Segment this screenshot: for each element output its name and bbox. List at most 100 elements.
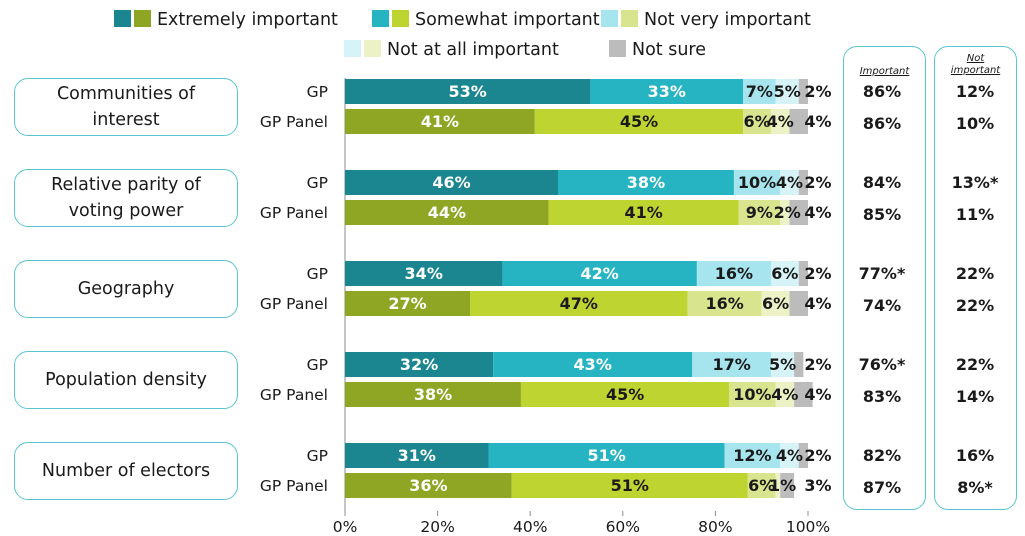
data-label: 2% bbox=[804, 355, 831, 374]
data-label: 4% bbox=[771, 385, 798, 404]
data-label: 6% bbox=[771, 264, 798, 283]
bar-segment bbox=[590, 79, 744, 104]
data-label: 16% bbox=[706, 294, 744, 313]
data-label: 41% bbox=[421, 112, 459, 131]
not-important-value: 12% bbox=[956, 82, 994, 101]
category-label: Number of electors bbox=[41, 461, 211, 481]
data-label: 53% bbox=[449, 82, 487, 101]
bar-segment bbox=[775, 79, 799, 104]
important-value: 86% bbox=[863, 114, 901, 133]
data-label: 36% bbox=[409, 476, 447, 495]
bar-segment bbox=[775, 382, 795, 407]
data-label: 41% bbox=[624, 203, 662, 222]
data-label: 7% bbox=[746, 82, 773, 101]
legend-swatch bbox=[621, 10, 638, 27]
data-label: 2% bbox=[804, 173, 831, 192]
data-label: 46% bbox=[432, 173, 470, 192]
data-label: 33% bbox=[648, 82, 686, 101]
bar-segment bbox=[789, 109, 808, 134]
bar-segment bbox=[775, 473, 781, 498]
bar-segment bbox=[761, 291, 790, 316]
bar-segment bbox=[345, 79, 591, 104]
bar-segment bbox=[548, 200, 739, 225]
data-label: 10% bbox=[733, 385, 771, 404]
bar-segment bbox=[770, 109, 790, 134]
bar-segment bbox=[345, 170, 558, 195]
bar-segment bbox=[511, 473, 748, 498]
data-label: 4% bbox=[804, 385, 831, 404]
legend-swatch bbox=[372, 10, 389, 27]
bar-segment bbox=[345, 200, 549, 225]
not-important-value: 16% bbox=[956, 446, 994, 465]
data-label: 12% bbox=[733, 446, 771, 465]
legend-item: Extremely important bbox=[114, 10, 338, 30]
bar-segment bbox=[345, 261, 503, 286]
legend-swatch bbox=[609, 40, 626, 57]
row-label: GP Panel bbox=[260, 386, 328, 404]
data-label: 3% bbox=[804, 476, 831, 495]
data-label: 43% bbox=[574, 355, 612, 374]
data-label: 34% bbox=[405, 264, 443, 283]
bar-segment bbox=[488, 443, 725, 468]
bar-segment bbox=[798, 79, 808, 104]
bar-segment bbox=[470, 291, 688, 316]
bar-segment bbox=[345, 443, 489, 468]
not-important-value: 10% bbox=[956, 114, 994, 133]
not-important-value: 11% bbox=[956, 205, 994, 224]
data-label: 2% bbox=[804, 446, 831, 465]
data-label: 32% bbox=[400, 355, 438, 374]
legend-label: Extremely important bbox=[157, 10, 338, 30]
legend-item: Somewhat important bbox=[372, 10, 600, 30]
bar-segment bbox=[743, 79, 776, 104]
x-tick-label: 100% bbox=[786, 518, 830, 536]
data-label: 31% bbox=[398, 446, 436, 465]
legend-swatch bbox=[344, 40, 361, 57]
legend-label: Not sure bbox=[632, 40, 707, 60]
bar-segment bbox=[687, 291, 762, 316]
not-important-value: 22% bbox=[956, 296, 994, 315]
bar-segment bbox=[747, 473, 776, 498]
x-tick-label: 80% bbox=[698, 518, 732, 536]
legend-swatch bbox=[114, 10, 131, 27]
legend-swatch bbox=[392, 10, 409, 27]
category-label: Geography bbox=[77, 279, 175, 299]
row-label: GP bbox=[307, 447, 328, 465]
data-label: 5% bbox=[774, 82, 801, 101]
legend-label: Not at all important bbox=[387, 40, 559, 60]
category-label: Relative parity of voting power bbox=[51, 175, 201, 221]
bar-segment bbox=[780, 443, 799, 468]
not-important-value: 13%* bbox=[952, 173, 999, 192]
bar-segment bbox=[345, 352, 494, 377]
bar-segment bbox=[345, 109, 535, 134]
not-important-column-box bbox=[934, 46, 1017, 510]
bar-segment bbox=[794, 382, 813, 407]
x-tick-label: 0% bbox=[333, 518, 358, 536]
row-label: GP Panel bbox=[260, 295, 328, 313]
data-label: 4% bbox=[767, 112, 794, 131]
bar-segment bbox=[789, 291, 808, 316]
bar-segment bbox=[738, 200, 781, 225]
data-label: 2% bbox=[804, 264, 831, 283]
bar-segment bbox=[534, 109, 744, 134]
bar-segment bbox=[794, 352, 804, 377]
category-box: Number of electors bbox=[14, 442, 238, 500]
legend-item: Not at all important bbox=[344, 40, 559, 60]
category-box: Population density bbox=[14, 351, 238, 409]
not-important-header: Not important bbox=[950, 53, 1001, 76]
not-important-value: 14% bbox=[956, 387, 994, 406]
legend-swatch bbox=[364, 40, 381, 57]
important-column-box bbox=[843, 46, 926, 510]
data-label: 2% bbox=[804, 82, 831, 101]
data-label: 51% bbox=[587, 446, 625, 465]
data-label: 42% bbox=[581, 264, 619, 283]
row-label: GP Panel bbox=[260, 113, 328, 131]
bar-segment bbox=[729, 382, 776, 407]
bar-segment bbox=[520, 382, 730, 407]
data-label: 4% bbox=[804, 203, 831, 222]
row-label: GP Panel bbox=[260, 204, 328, 222]
category-box: Communities of interest bbox=[14, 78, 238, 136]
bar-segment bbox=[733, 170, 781, 195]
not-important-value: 22% bbox=[956, 264, 994, 283]
category-box: Geography bbox=[14, 260, 238, 318]
